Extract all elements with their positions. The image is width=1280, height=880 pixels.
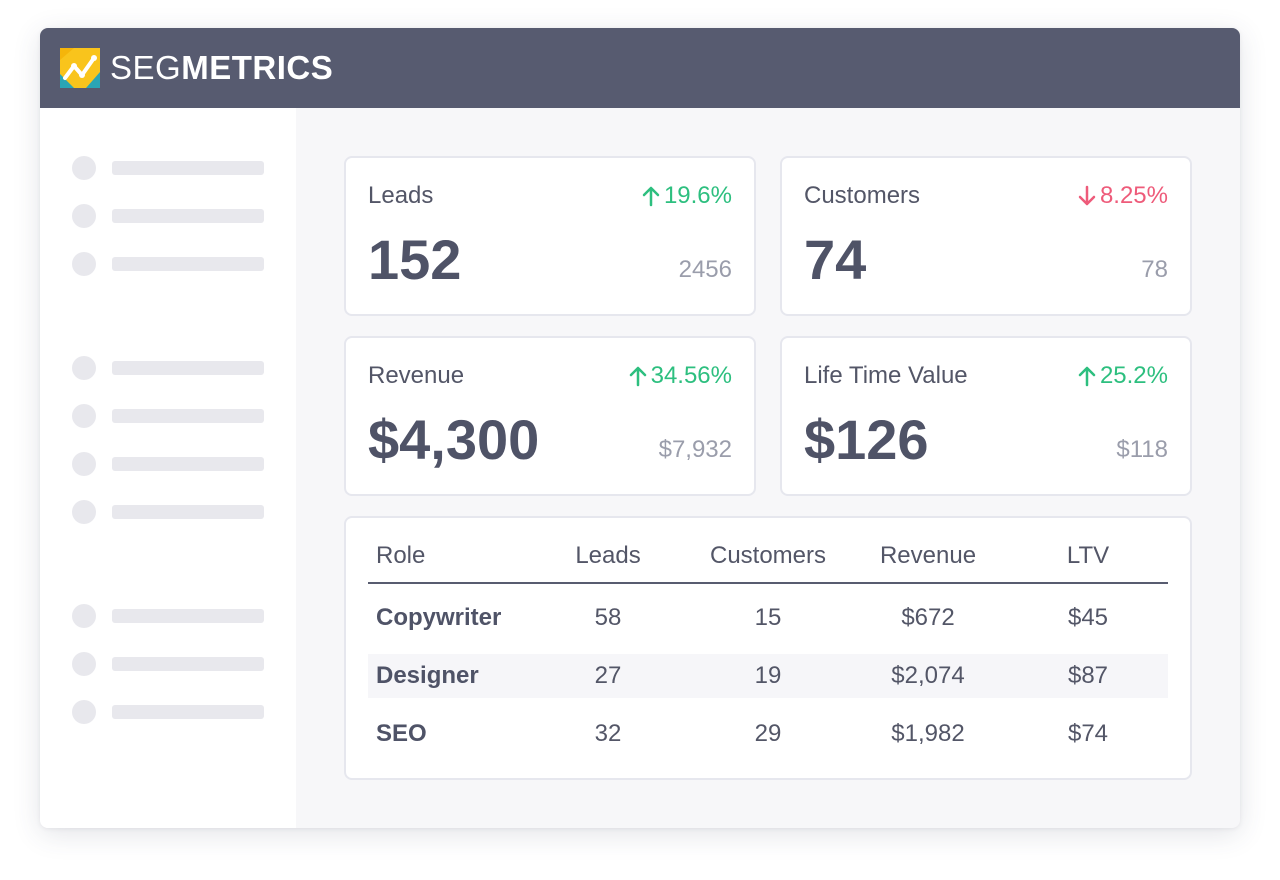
column-header-label: Leads <box>575 542 641 569</box>
arrow-up-icon <box>642 186 660 207</box>
placeholder-label <box>112 705 264 719</box>
table-header: Role Leads Customers Revenue LTV <box>368 538 1168 584</box>
placeholder-icon <box>72 404 96 428</box>
cell-value: $1,982 <box>891 720 965 747</box>
placeholder-icon <box>72 356 96 380</box>
column-header-label: LTV <box>1066 542 1110 569</box>
column-header-role[interactable]: Role <box>376 542 426 569</box>
cell-value: 58 <box>594 604 622 631</box>
placeholder-icon <box>72 604 96 628</box>
metric-value: 152 <box>368 228 462 291</box>
cell-value: $45 <box>1067 604 1109 631</box>
segmetrics-logo-icon[interactable] <box>60 48 100 88</box>
arrow-up-icon <box>629 366 646 387</box>
metric-change-value: 19.6% <box>663 182 732 209</box>
metric-card-revenue[interactable]: Revenue 34.56% $4,300 $7,932 <box>344 336 756 496</box>
metric-change: 8.25% <box>1078 182 1168 210</box>
metric-label: Revenue <box>368 362 465 389</box>
cell-value: $2,074 <box>891 662 965 689</box>
placeholder-label <box>112 409 264 423</box>
placeholder-icon <box>72 156 96 180</box>
placeholder-label <box>112 161 264 175</box>
metric-label: Customers <box>804 182 921 209</box>
top-bar: SEGMETRICS <box>40 28 1240 108</box>
cell-value: 32 <box>594 720 622 747</box>
metric-change: 19.6% <box>642 182 732 210</box>
placeholder-label <box>112 257 264 271</box>
metric-change-value: 34.56% <box>650 362 732 389</box>
cell-role: Copywriter <box>376 604 502 631</box>
cell-role: SEO <box>376 720 427 747</box>
placeholder-icon <box>72 652 96 676</box>
table-row[interactable]: Designer 27 19 $2,074 $87 <box>368 654 1168 698</box>
column-header-label: Customers <box>709 542 827 569</box>
metric-change-value: 8.25% <box>1099 182 1168 209</box>
table-row[interactable]: Copywriter 58 15 $672 $45 <box>368 596 1168 640</box>
metric-card-customers[interactable]: Customers 8.25% 74 78 <box>780 156 1192 316</box>
metric-value: $126 <box>804 408 929 471</box>
placeholder-label <box>112 657 264 671</box>
placeholder-icon <box>72 252 96 276</box>
placeholder-label <box>112 209 264 223</box>
metric-card-ltv[interactable]: Life Time Value 25.2% $126 $118 <box>780 336 1192 496</box>
column-header-label: Revenue <box>879 542 977 569</box>
metric-previous: $7,932 <box>658 436 732 463</box>
arrow-up-icon <box>1078 366 1096 387</box>
sidebar <box>40 108 296 828</box>
cell-value: $74 <box>1067 720 1109 747</box>
cell-role: Designer <box>376 662 479 689</box>
metric-label: Leads <box>368 182 434 209</box>
cell-value: $672 <box>901 604 955 631</box>
brand-name-bold: METRICS <box>181 49 334 86</box>
placeholder-icon <box>72 204 96 228</box>
metric-change: 34.56% <box>629 362 732 390</box>
cell-value: 27 <box>594 662 622 689</box>
roles-table: Role Leads Customers Revenue LTV Copywri… <box>344 516 1192 780</box>
arrow-down-icon <box>1078 185 1096 206</box>
cell-value: 29 <box>754 720 782 747</box>
metric-change-value: 25.2% <box>1099 362 1168 389</box>
app-window: SEGMETRICS Leads 19.6% 152 2456 Customer… <box>40 28 1240 828</box>
placeholder-label <box>112 505 264 519</box>
metric-previous: 78 <box>1141 256 1168 283</box>
placeholder-label <box>112 361 264 375</box>
metric-label: Life Time Value <box>804 362 968 389</box>
metric-value: 74 <box>804 228 867 291</box>
metric-change: 25.2% <box>1078 362 1168 390</box>
metric-previous: $118 <box>1116 436 1168 463</box>
brand-name[interactable]: SEGMETRICS <box>110 50 333 86</box>
cell-value: $87 <box>1067 662 1109 689</box>
cell-value: 15 <box>754 604 782 631</box>
metric-previous: 2456 <box>678 256 732 283</box>
cell-value: 19 <box>754 662 782 689</box>
placeholder-label <box>112 609 264 623</box>
placeholder-icon <box>72 452 96 476</box>
table-row[interactable]: SEO 32 29 $1,982 $74 <box>368 712 1168 756</box>
placeholder-label <box>112 457 264 471</box>
placeholder-icon <box>72 500 96 524</box>
brand-name-light: SEG <box>110 49 182 86</box>
metric-card-leads[interactable]: Leads 19.6% 152 2456 <box>344 156 756 316</box>
metric-value: $4,300 <box>368 408 540 471</box>
placeholder-icon <box>72 700 96 724</box>
